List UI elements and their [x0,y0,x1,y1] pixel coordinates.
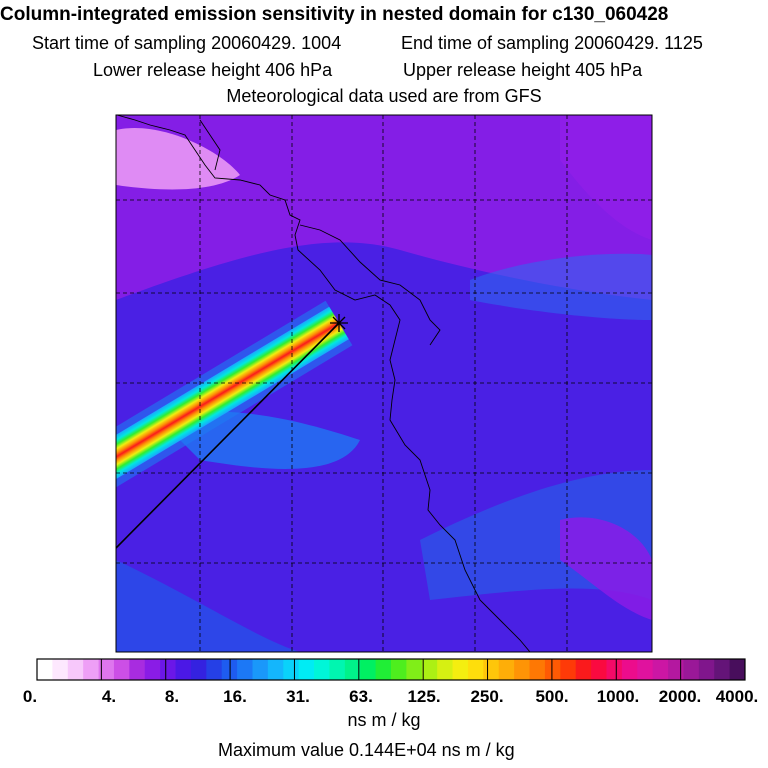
colorbar-swatch [421,659,438,680]
light-blue-patch-3 [470,253,652,320]
magenta-patch-se [560,517,652,620]
colorbar-tick-label: 250. [470,687,504,706]
maximum-value-label: Maximum value 0.144E+04 ns m / kg [218,740,515,760]
plume [116,300,353,511]
plot-title: Column-integrated emission sensitivity i… [0,4,669,25]
colorbar-swatch [529,659,546,680]
colorbar-swatch [637,659,654,680]
colorbar-swatch [467,659,484,680]
colorbar [36,658,746,681]
colorbar-tick-label: 4. [101,687,117,706]
magenta-patch-ne [560,115,652,240]
colorbar-swatch [698,659,715,680]
colorbar-swatch [606,659,623,680]
colorbar-swatch [129,659,146,680]
colorbar-swatch [67,659,84,680]
colorbar-swatch [144,659,161,680]
colorbar-swatch [329,659,346,680]
colorbar-swatch [190,659,207,680]
upper-release-height-label: Upper release height 405 hPa [403,60,643,80]
colorbar-swatch [113,659,130,680]
field-layer [116,115,652,652]
colorbar-swatch [237,659,253,680]
colorbar-swatch [560,659,577,680]
colorbar-swatch [621,659,638,680]
colorbar-tick-label: 125. [407,687,441,706]
colorbar-swatch [360,659,377,680]
start-time-label: Start time of sampling 20060429. 1004 [32,33,342,53]
colorbar-tick-label: 16. [223,687,247,706]
colorbar-tick-label: 4000. [715,687,759,706]
colorbar-tick-label: 8. [164,687,180,706]
colorbar-swatch [314,659,330,680]
blue-patch-sw [116,560,300,652]
colorbar-swatch [283,659,300,680]
colorbar-swatch [591,659,607,680]
colorbar-swatch [375,659,392,680]
colorbar-swatch [52,659,69,680]
colorbar-swatch [514,659,530,680]
colorbar-swatch [298,659,315,680]
colorbar-swatch [391,659,407,680]
colorbar-swatch [344,659,361,680]
coastline [116,115,531,652]
colorbar-swatch [83,659,99,680]
coastline-island [199,119,221,171]
colorbar-swatch [483,659,500,680]
colorbar-swatch [729,659,746,680]
colorbar-swatch [683,659,700,680]
colorbar-tick-label: 31. [286,687,310,706]
colorbar-swatch [175,659,192,680]
release-site-marker [330,314,348,332]
colorbar-tick-label: 2000. [658,687,702,706]
trajectory-line [116,322,340,549]
colorbar-swatch [160,659,176,680]
colorbar-swatch [498,659,515,680]
colorbar-swatch [37,659,53,680]
colorbar-swatch [575,659,592,680]
colorbar-swatch [668,659,684,680]
colorbar-tick-label: 0. [22,687,38,706]
colorbar-swatch [206,659,223,680]
colorbar-tick-label: 500. [535,687,569,706]
met-data-label: Meteorological data used are from GFS [226,86,542,106]
colorbar-tick-label: 1000. [596,687,640,706]
colorbar-swatch [267,659,284,680]
colorbar-swatch [544,659,561,680]
colorbar-swatch [652,659,669,680]
pink-patch [116,128,240,190]
colorbar-swatch [252,659,269,680]
colorbar-unit-label: ns m / kg [347,710,421,730]
colorbar-swatch [437,659,453,680]
magenta-band-north [116,115,652,300]
colorbar-swatch [406,659,423,680]
plot-frame [115,114,653,653]
colorbar-frame [36,658,746,681]
colorbar-swatch [98,659,115,680]
border-line [299,224,441,346]
colorbar-tick-label: 63. [349,687,373,706]
colorbar-swatch [714,659,731,680]
end-time-label: End time of sampling 20060429. 1125 [401,33,703,53]
lower-release-height-label: Lower release height 406 hPa [93,60,333,80]
colorbar-swatch [452,659,469,680]
grid-lines [116,115,652,652]
